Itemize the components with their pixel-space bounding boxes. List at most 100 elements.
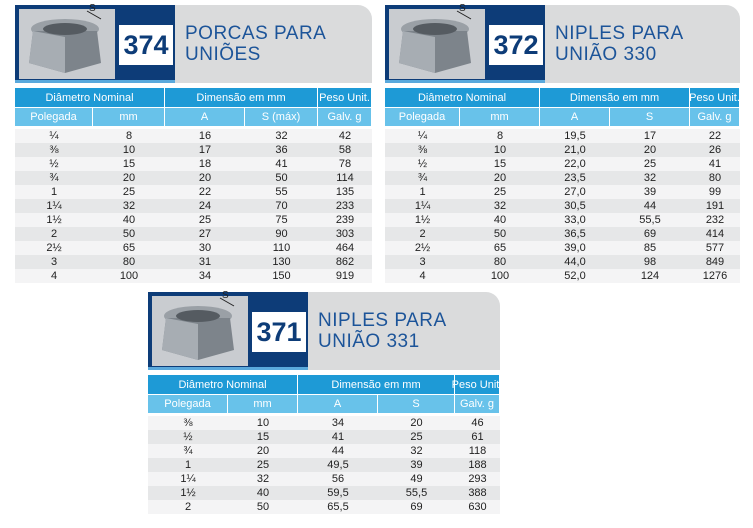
table-cell: 17 — [643, 130, 657, 142]
table-cell: 20 — [643, 144, 657, 156]
title-line: PORCAS PARA UNIÕES — [185, 23, 326, 65]
table-subheader: A — [540, 107, 610, 126]
table-cell: ½ — [183, 431, 193, 443]
table-cell: ½ — [417, 158, 428, 170]
table-cell: 41 — [708, 158, 722, 170]
table-subheader: A — [165, 107, 245, 126]
table-cell: 90 — [275, 228, 288, 240]
table-cell: 1½ — [46, 214, 62, 226]
table-cell: 50 — [493, 228, 507, 240]
table-cell: 32 — [256, 473, 270, 485]
table-cell: 40 — [256, 487, 270, 499]
table-header: Diâmetro Nominal — [148, 375, 298, 394]
table-cell: 1 — [419, 186, 426, 198]
table-cell: 26 — [708, 144, 722, 156]
table-row — [148, 500, 500, 514]
table-cell: 232 — [705, 214, 725, 226]
table-cell: 10 — [256, 417, 270, 429]
table-cell: 130 — [272, 256, 291, 268]
table-cell: 15 — [493, 158, 507, 170]
table-cell: 34 — [331, 417, 345, 429]
table-cell: 849 — [705, 256, 725, 268]
table-row — [15, 157, 372, 171]
table-subheader: S — [378, 394, 455, 413]
product-image — [152, 296, 248, 366]
table-cell: 98 — [643, 256, 657, 268]
table-cell: 464 — [335, 242, 355, 254]
table-subheader: Galv. g — [690, 107, 740, 126]
table-cell: 1½ — [414, 214, 431, 226]
table-cell: 44 — [643, 200, 657, 212]
table-cell: 2½ — [414, 242, 431, 254]
table-header: Dimensão em mm — [165, 88, 318, 107]
table-row — [15, 269, 372, 283]
table-row — [385, 143, 740, 157]
table-cell: 39,0 — [564, 242, 586, 254]
table-subheader: Polegada — [148, 394, 228, 413]
table-cell: 80 — [708, 172, 722, 184]
title-line: NIPLES PARA — [318, 310, 447, 331]
table-cell: 34 — [198, 270, 212, 282]
table-cell: 1¼ — [414, 200, 431, 212]
table-cell: 40 — [122, 214, 136, 226]
table-cell: 577 — [705, 242, 725, 254]
table-subheader: Galv. g — [318, 107, 372, 126]
product-image — [19, 9, 115, 79]
table-cell: 20 — [493, 172, 507, 184]
table-row — [15, 255, 372, 269]
table-cell: 36 — [275, 144, 288, 156]
table-header: Dimensão em mm — [540, 88, 690, 107]
table-cell: 27,0 — [564, 186, 586, 198]
table-row — [148, 416, 500, 430]
table-row — [385, 157, 740, 171]
table-row — [15, 199, 372, 213]
table-header: Diâmetro Nominal — [15, 88, 165, 107]
table-cell: 114 — [336, 172, 354, 184]
table-row — [385, 269, 740, 283]
table-cell: 55 — [275, 186, 288, 198]
table-cell: 80 — [493, 256, 507, 268]
table-cell: 19,5 — [564, 130, 586, 142]
section-title: NIPLES PARA UNIÃO 330 — [545, 5, 740, 83]
table-cell: 20 — [256, 445, 270, 457]
table-cell: 32 — [410, 445, 423, 457]
table-subheader: A — [298, 394, 378, 413]
table-header: Dimensão em mm — [298, 375, 455, 394]
table-cell: 135 — [335, 186, 355, 198]
table-cell: 388 — [468, 487, 487, 499]
section-title: NIPLES PARA UNIÃO 331 — [308, 292, 500, 370]
table-cell: 41 — [331, 431, 345, 443]
table-cell: 862 — [335, 256, 355, 268]
table-row — [385, 199, 740, 213]
table-cell: 65,5 — [327, 501, 349, 513]
table-cell: 44,0 — [564, 256, 586, 268]
table-row — [15, 241, 372, 255]
table-cell: 18 — [198, 158, 212, 170]
table-cell: 20 — [198, 172, 212, 184]
table-subheader: mm — [228, 394, 298, 413]
table-cell: 50 — [275, 172, 288, 184]
section-code: 372 — [489, 25, 543, 65]
table-cell: 52,0 — [564, 270, 586, 282]
title-line: NIPLES PARA — [555, 23, 684, 44]
table-subheader: Galv. g — [455, 394, 500, 413]
table-cell: 56 — [331, 473, 345, 485]
table-cell: 32 — [643, 172, 657, 184]
table-row — [385, 129, 740, 143]
table-cell: 15 — [256, 431, 270, 443]
table-cell: 20 — [410, 417, 423, 429]
section-title: PORCAS PARA UNIÕES — [175, 5, 372, 83]
table-cell: 55,5 — [639, 214, 661, 226]
table-cell: 919 — [335, 270, 355, 282]
table-cell: 31 — [198, 256, 212, 268]
table-cell: 25 — [493, 186, 507, 198]
table-cell: ¾ — [183, 445, 193, 457]
table-cell: 44 — [331, 445, 345, 457]
table-row — [148, 472, 500, 486]
table-cell: 75 — [275, 214, 288, 226]
table-cell: 8 — [125, 130, 133, 142]
table-cell: ½ — [49, 158, 59, 170]
table-cell: 25 — [256, 459, 270, 471]
table-cell: 55,5 — [405, 487, 428, 499]
table-header: Peso Unit. — [318, 88, 372, 107]
